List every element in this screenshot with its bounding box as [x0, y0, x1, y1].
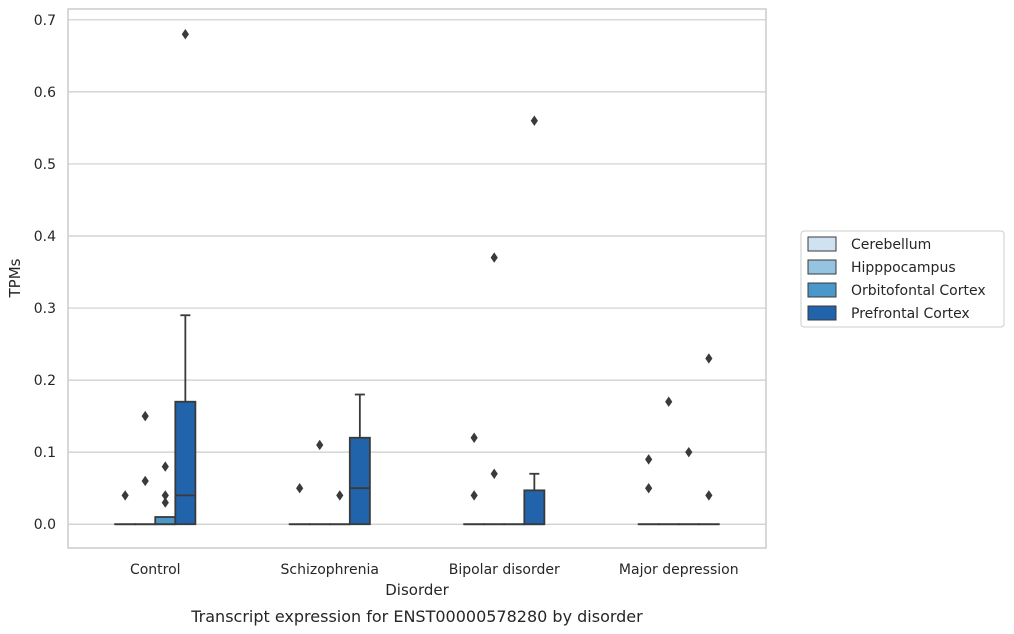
outlier-point [705, 353, 713, 364]
box-prefrontal-cortex [697, 353, 720, 526]
outlier-point [470, 490, 478, 501]
outlier-point [645, 482, 653, 494]
legend-label: Hipppocampus [851, 260, 956, 276]
outlier-point [530, 115, 538, 126]
x-axis-title: Disorder [385, 581, 449, 599]
y-axis-title: TPMs [6, 258, 24, 298]
x-tick-label: Major depression [619, 562, 739, 578]
outlier-point [121, 490, 129, 501]
outlier-point [161, 461, 169, 472]
outlier-point [645, 454, 653, 465]
legend-label: Prefrontal Cortex [851, 306, 970, 322]
outlier-point [181, 29, 189, 40]
y-tick-label: 0.4 [34, 229, 56, 245]
outlier-point [316, 439, 324, 451]
legend-label: Orbitofontal Cortex [851, 283, 986, 299]
outlier-point [161, 490, 169, 501]
y-tick-label: 0.6 [34, 85, 56, 101]
outlier-point [161, 497, 169, 508]
y-tick-label: 0.5 [34, 157, 56, 173]
outlier-point [490, 252, 498, 263]
boxes-layer [114, 29, 720, 526]
outlier-point [705, 490, 713, 501]
box-prefrontal-cortex [174, 29, 197, 526]
legend: Cerebellum Hipppocampus Orbitofontal Corte… [800, 230, 1005, 328]
outlier-point [665, 396, 673, 407]
outlier-point [141, 410, 149, 422]
box-hipppocampus [308, 439, 331, 526]
plot-frame [67, 8, 767, 549]
box-cerebellum [637, 454, 660, 526]
box-body [174, 400, 197, 526]
y-tick-label: 0.1 [34, 445, 56, 461]
y-tick-label: 0.2 [34, 373, 56, 389]
box-body [523, 489, 546, 526]
legend-swatch [807, 236, 837, 252]
box-prefrontal-cortex [523, 115, 546, 526]
box-orbitofontal-cortex [677, 446, 700, 526]
legend-label: Cerebellum [851, 237, 931, 253]
box-hipppocampus [134, 410, 157, 526]
y-tick-label: 0.7 [34, 13, 56, 29]
y-tick-label: 0.3 [34, 301, 56, 317]
outlier-point [336, 490, 344, 501]
outlier-point [470, 432, 478, 443]
x-axis-ticks: Control Schizophrenia Bipolar disorder Majo… [130, 562, 739, 578]
box-body [348, 436, 371, 526]
legend-swatch [807, 282, 837, 298]
plot-background [68, 9, 766, 548]
x-tick-label: Schizophrenia [281, 562, 379, 578]
outlier-point [296, 482, 304, 494]
box-prefrontal-cortex [348, 393, 371, 526]
box-orbitofontal-cortex [154, 461, 177, 526]
outlier-point [141, 475, 149, 487]
x-tick-label: Bipolar disorder [449, 562, 560, 578]
y-tick-label: 0.0 [34, 517, 56, 533]
outlier-point [685, 446, 693, 458]
box-body [154, 516, 177, 526]
legend-frame [800, 230, 1005, 328]
chart-caption: Transcript expression for ENST0000057828… [190, 607, 643, 626]
legend-swatch [807, 259, 837, 275]
box-hipppocampus [483, 252, 506, 526]
outlier-point [490, 468, 498, 479]
legend-swatch [807, 305, 837, 321]
x-tick-label: Control [130, 562, 181, 578]
y-axis-ticks: 0.0 0.1 0.2 0.3 0.4 0.5 0.6 0.7 [34, 13, 56, 533]
